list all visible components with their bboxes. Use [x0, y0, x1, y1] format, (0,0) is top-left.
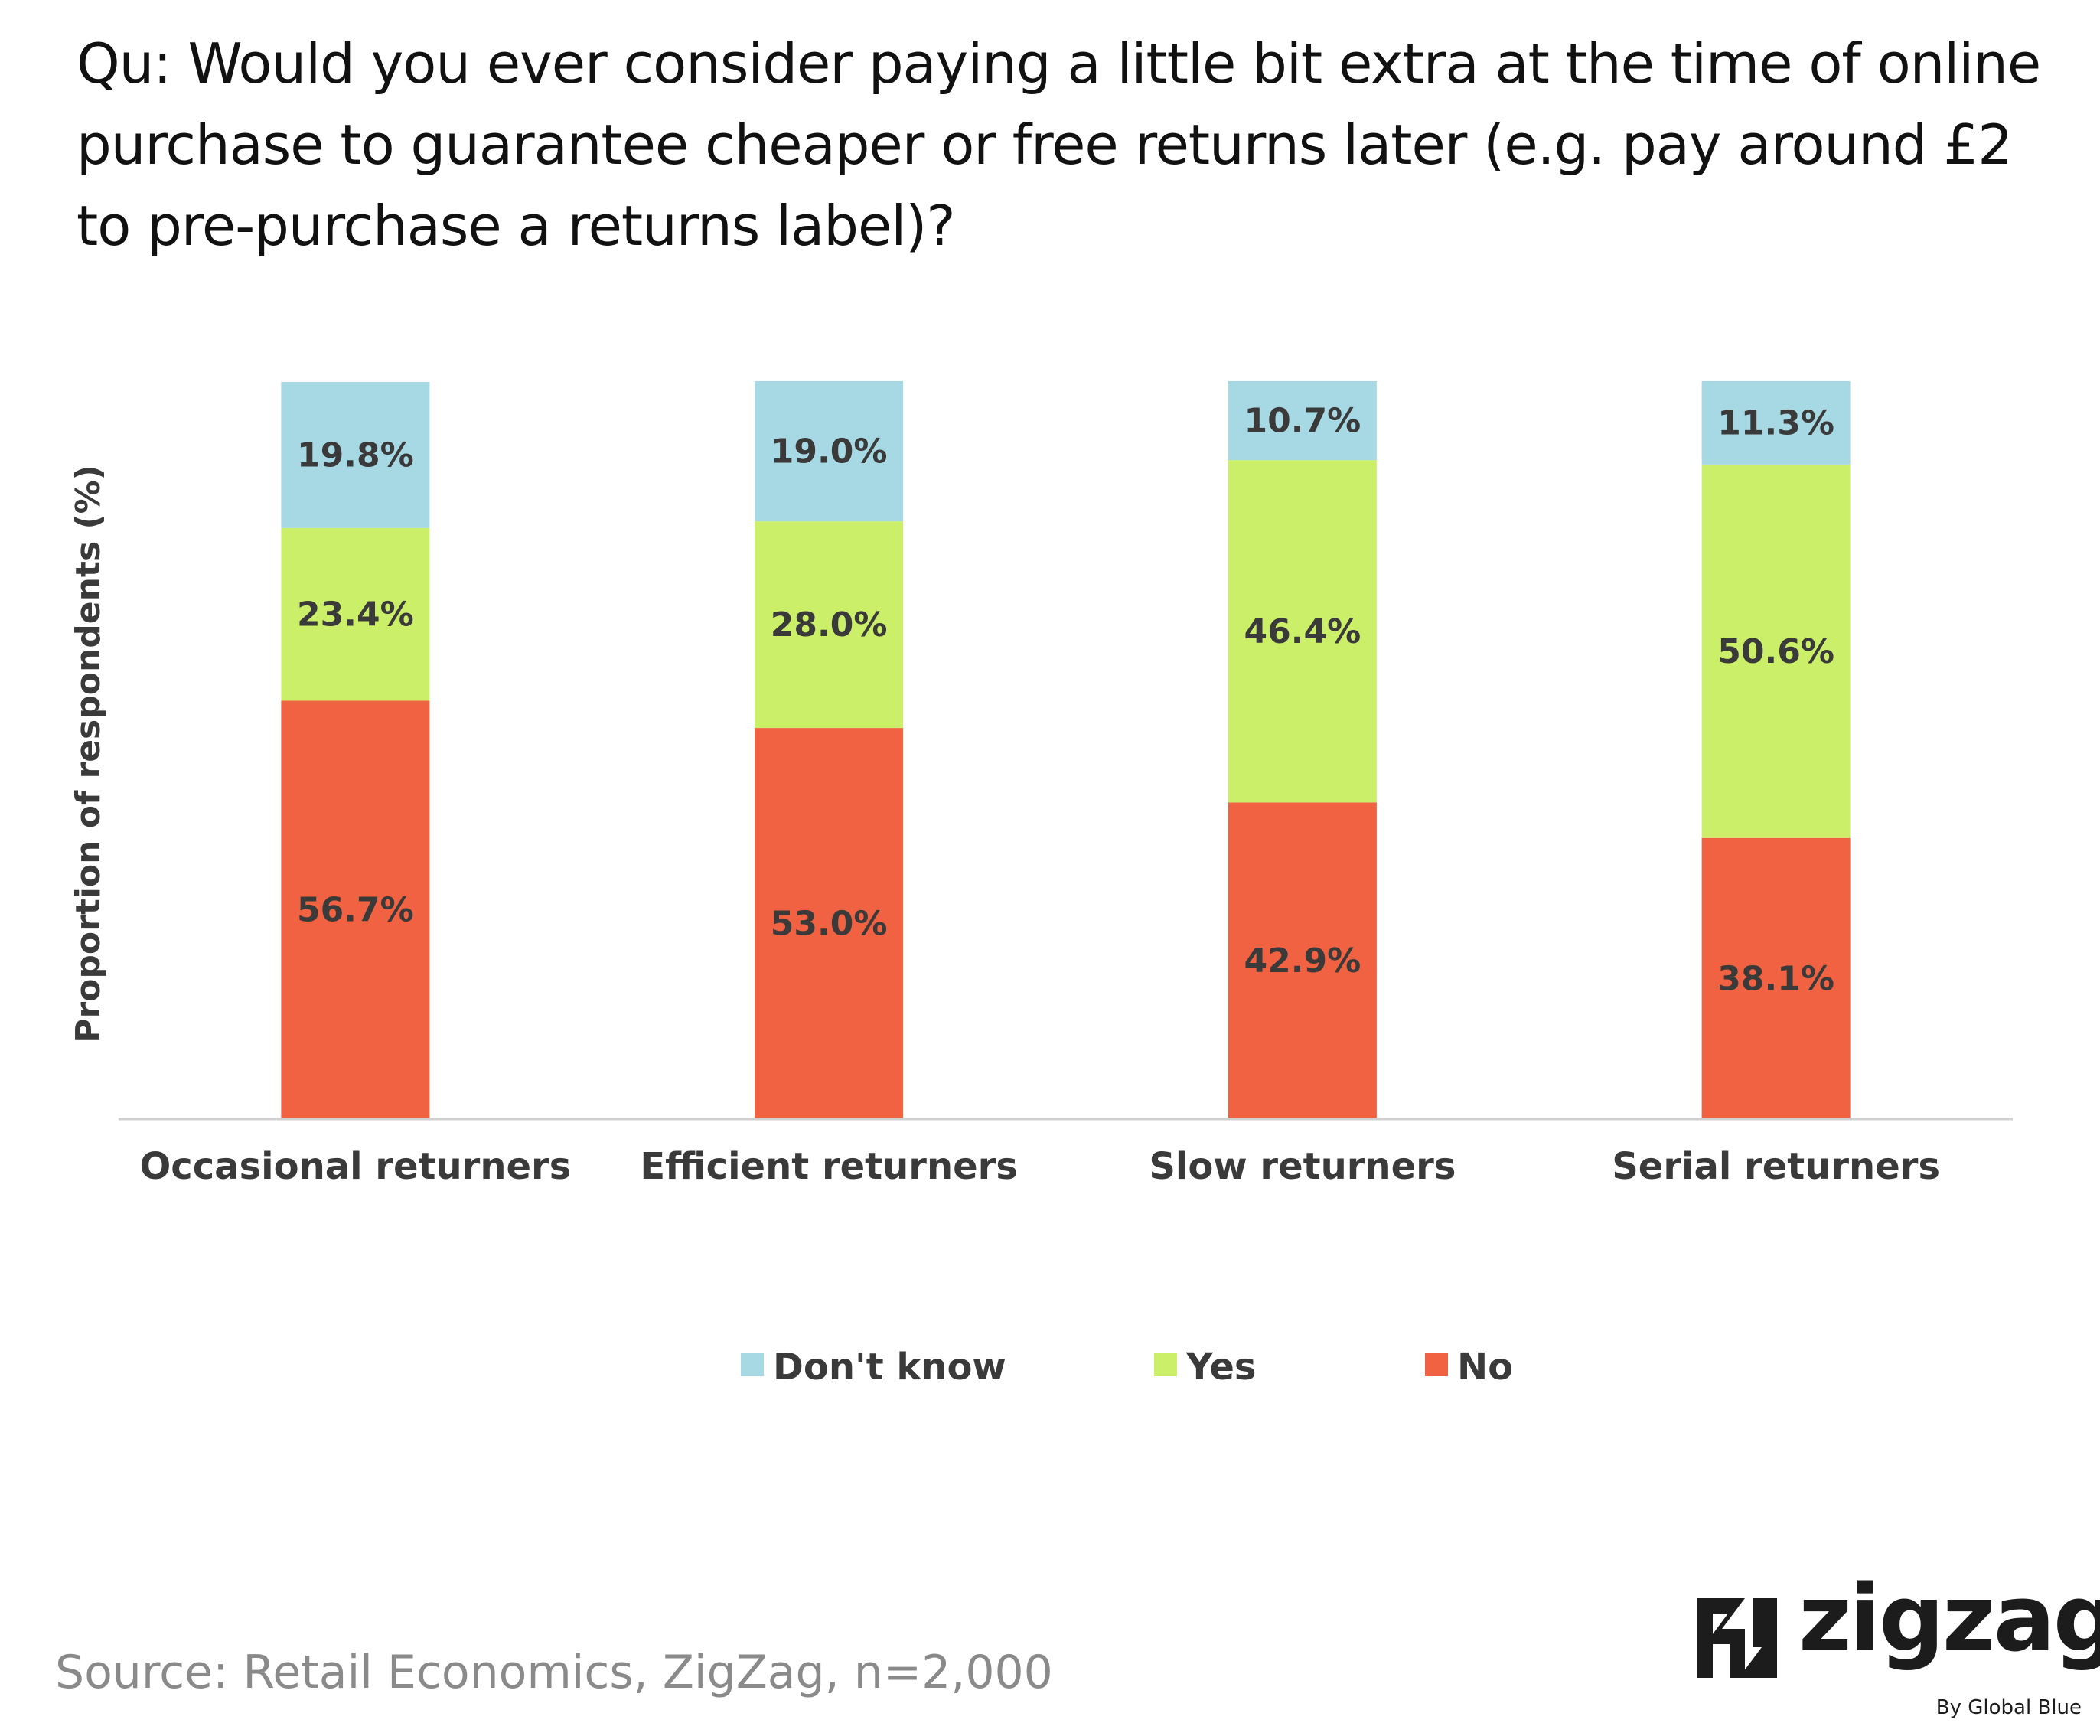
y-axis-label: Proportion of respondents (%) [69, 465, 108, 1043]
stacked-bar-chart: Proportion of respondents (%) 56.7% 23.4% 1… [69, 381, 2013, 1388]
bar-don-t-know-2 [755, 381, 904, 522]
legend-swatch-yes [1154, 1353, 1177, 1376]
data-label: 53.0% [771, 905, 888, 944]
data-label: 28.0% [771, 605, 888, 644]
x-tick-label: Occasional returners [139, 1145, 571, 1188]
data-label: 19.8% [297, 436, 414, 475]
x-tick-label: Serial returners [1612, 1145, 1940, 1188]
bar-yes-2 [755, 521, 904, 729]
logo-tagline: By Global Blue [1935, 1696, 2082, 1719]
data-label: 56.7% [297, 891, 414, 930]
bar-don-t-know-4 [1701, 381, 1851, 465]
data-label: 19.0% [771, 432, 888, 472]
x-tick-label: Slow returners [1149, 1145, 1456, 1188]
data-label: 11.3% [1717, 403, 1834, 442]
bar-don-t-know-1 [281, 381, 430, 528]
data-label: 23.4% [297, 596, 414, 635]
bar-yes-4 [1701, 464, 1851, 838]
bar-no-4 [1701, 837, 1851, 1119]
legend-swatch-don-t-know [741, 1353, 764, 1376]
bar-no-1 [281, 700, 430, 1119]
data-label: 46.4% [1244, 612, 1361, 651]
legend-label: Yes [1185, 1346, 1256, 1388]
bar-yes-3 [1228, 460, 1377, 803]
legend-label: Don't know [773, 1346, 1006, 1388]
x-tick-label: Efficient returners [640, 1145, 1018, 1188]
bar-don-t-know-3 [1228, 381, 1377, 461]
legend-label: No [1457, 1346, 1513, 1388]
bar-no-3 [1228, 802, 1377, 1119]
legend-swatch-no [1425, 1353, 1448, 1376]
zigzag-logo: zigzag By Global Blue [1684, 1566, 2100, 1730]
bar-no-2 [755, 728, 904, 1119]
logo-wordmark: zigzag [1798, 1566, 2100, 1672]
data-label: 42.9% [1244, 941, 1361, 981]
bar-yes-1 [281, 527, 430, 701]
data-label: 10.7% [1244, 402, 1361, 441]
chart-title: Qu: Would you ever consider paying a lit… [77, 31, 2041, 258]
zigzag-mark-icon [1697, 1598, 1777, 1678]
source-note: Source: Retail Economics, ZigZag, n=2,00… [55, 1646, 1053, 1699]
data-label: 38.1% [1717, 959, 1834, 998]
data-label: 50.6% [1717, 632, 1834, 671]
